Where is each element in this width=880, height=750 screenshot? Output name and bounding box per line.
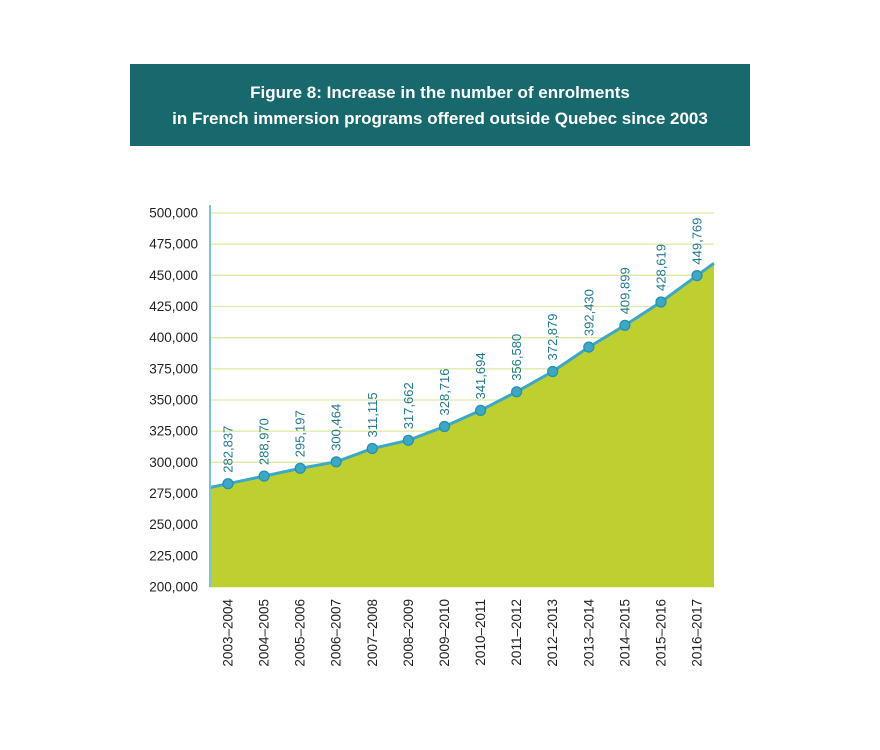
x-tick-label: 2015–2016 [654,599,669,667]
area-fill [210,263,714,587]
y-tick-label: 375,000 [149,361,198,376]
x-tick-label: 2003–2004 [221,599,236,667]
y-tick-label: 400,000 [149,330,198,345]
y-tick-label: 300,000 [149,455,198,470]
x-tick-label: 2013–2014 [581,599,596,667]
value-label: 300,464 [329,404,344,451]
x-tick-label: 2004–2005 [257,599,272,667]
x-tick-label: 2008–2009 [401,599,416,667]
data-point [258,470,270,482]
data-point [222,478,234,490]
y-tick-label: 425,000 [149,299,198,314]
data-point [366,442,378,455]
x-tick-label: 2011–2012 [509,599,524,666]
x-tick-label: 2005–2006 [293,599,308,667]
value-label: 449,769 [690,218,705,265]
value-label: 409,899 [617,267,632,314]
value-label: 282,837 [221,426,236,473]
y-tick-label: 250,000 [149,517,198,532]
data-point [655,296,667,308]
value-label: 317,662 [401,382,416,429]
x-tick-label: 2014–2015 [617,599,632,667]
y-tick-label: 450,000 [149,268,198,283]
value-label: 392,430 [581,289,596,336]
value-label: 372,879 [545,314,560,361]
data-point [475,404,487,416]
value-label: 428,619 [654,244,669,291]
value-label: 356,580 [509,334,524,381]
y-tick-label: 350,000 [149,393,198,408]
figure-title-line-1: Figure 8: Increase in the number of enro… [250,82,630,102]
x-tick-label: 2007–2008 [365,599,380,667]
data-point [547,365,559,378]
value-label: 288,970 [257,418,272,465]
data-point [438,420,451,433]
x-tick-label: 2010–2011 [473,599,488,666]
y-tick-label: 275,000 [149,486,198,501]
data-point [294,462,306,474]
x-tick-label: 2006–2007 [329,599,344,667]
figure-title-banner: Figure 8: Increase in the number of enro… [130,64,750,146]
y-tick-label: 500,000 [149,206,198,221]
y-tick-label: 225,000 [149,548,198,563]
y-tick-label: 475,000 [149,237,198,252]
trend-line [209,261,715,489]
value-label: 295,197 [293,410,308,457]
data-point [583,341,595,353]
data-point [691,270,703,282]
data-point [510,386,523,398]
x-tick-label: 2016–2017 [690,599,705,667]
value-label: 311,115 [365,392,380,437]
figure-title-line-2: in French immersion programs offered out… [172,108,708,128]
data-point [330,456,342,468]
data-point [619,319,631,331]
value-label: 341,694 [473,352,488,399]
y-tick-label: 200,000 [149,580,198,595]
x-tick-label: 2009–2010 [437,599,452,667]
y-tick-label: 325,000 [149,424,198,439]
value-label: 328,716 [437,369,452,416]
data-point [402,434,414,446]
x-tick-label: 2012–2013 [545,599,560,667]
